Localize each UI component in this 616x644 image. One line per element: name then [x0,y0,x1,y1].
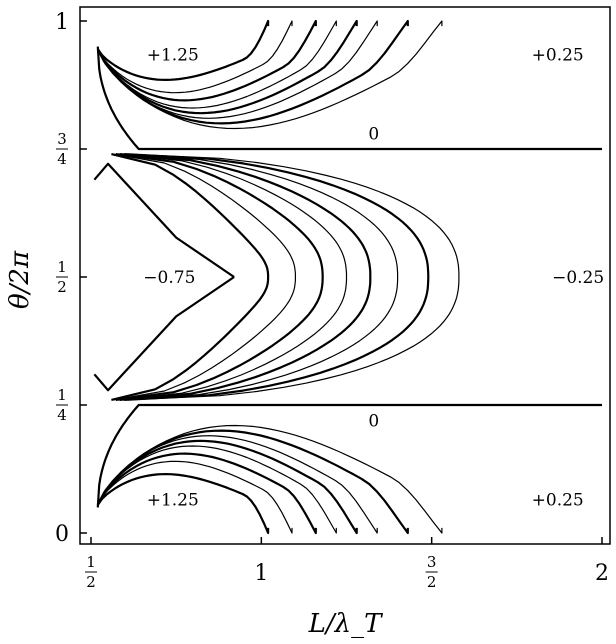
contour-label: +1.25 [147,45,199,65]
contour-positive-top [96,19,358,115]
y-axis-title: θ/2π [5,250,35,309]
contour-value-labels: +1.25 +0.25 0 −0.75 −0.25 0 +1.25 +0.25 [143,45,604,510]
y-tick-label: 34 [56,130,68,168]
contour-label: −0.25 [552,268,604,288]
x-tick-label: 12 [85,553,97,591]
plot-frame [79,6,611,545]
x-tick-label: 1 [254,561,268,586]
contour-positive-bottom [96,473,270,535]
contour-positive-top [97,20,443,130]
contour-negative [113,153,296,401]
y-tick-label: 14 [56,386,68,424]
svg-text:2: 2 [427,573,437,591]
contour-positive-top [96,19,270,81]
contour-positive-top [96,19,409,125]
contour-inner [93,276,235,392]
contour-negative [124,153,430,401]
svg-text:4: 4 [57,406,67,424]
contour-positive-bottom [96,439,358,535]
contour-label: 0 [368,411,379,431]
svg-text:3: 3 [427,553,437,571]
y-tick-label: 1 [55,10,69,35]
contour-positive-bottom [97,460,293,534]
svg-text:0: 0 [55,522,69,547]
contour-negative [121,153,399,401]
contour-label: +1.25 [147,491,199,511]
svg-text:3: 3 [57,130,67,148]
contour-positive-bottom [96,452,317,535]
svg-text:1: 1 [254,561,268,586]
contour-negative [117,153,348,401]
contour-negative [119,153,372,401]
svg-text:2: 2 [595,561,609,586]
contour-label: +0.25 [532,491,584,511]
contour-zero-line [96,403,602,508]
contour-positive-bottom [97,445,337,534]
svg-text:2: 2 [86,573,96,591]
x-tick-label: 2 [595,561,609,586]
contour-label: −0.75 [143,268,195,288]
x-axis-title: L/λ_T [308,609,384,639]
contour-inner [93,162,235,278]
contour-label: +0.25 [532,45,584,65]
contour-positive-top [96,19,317,102]
svg-text:1: 1 [86,553,96,571]
contour-positive-bottom [96,429,409,535]
contour-zero-line [96,46,602,151]
contour-lines [93,19,602,535]
contour-negative [115,153,324,401]
svg-text:1: 1 [55,10,69,35]
contour-negative [126,153,460,401]
svg-text:2: 2 [57,278,67,296]
contour-positive-top [97,20,337,109]
contour-negative [111,153,270,401]
y-tick-label: 0 [55,522,69,547]
x-tick-label: 32 [425,553,438,591]
contour-label: 0 [368,125,379,145]
svg-text:1: 1 [57,258,67,276]
svg-text:4: 4 [57,150,67,168]
svg-text:1: 1 [57,386,67,404]
contour-positive-bottom [97,424,443,534]
contour-positive-top [97,20,293,94]
y-tick-label: 12 [56,258,68,296]
